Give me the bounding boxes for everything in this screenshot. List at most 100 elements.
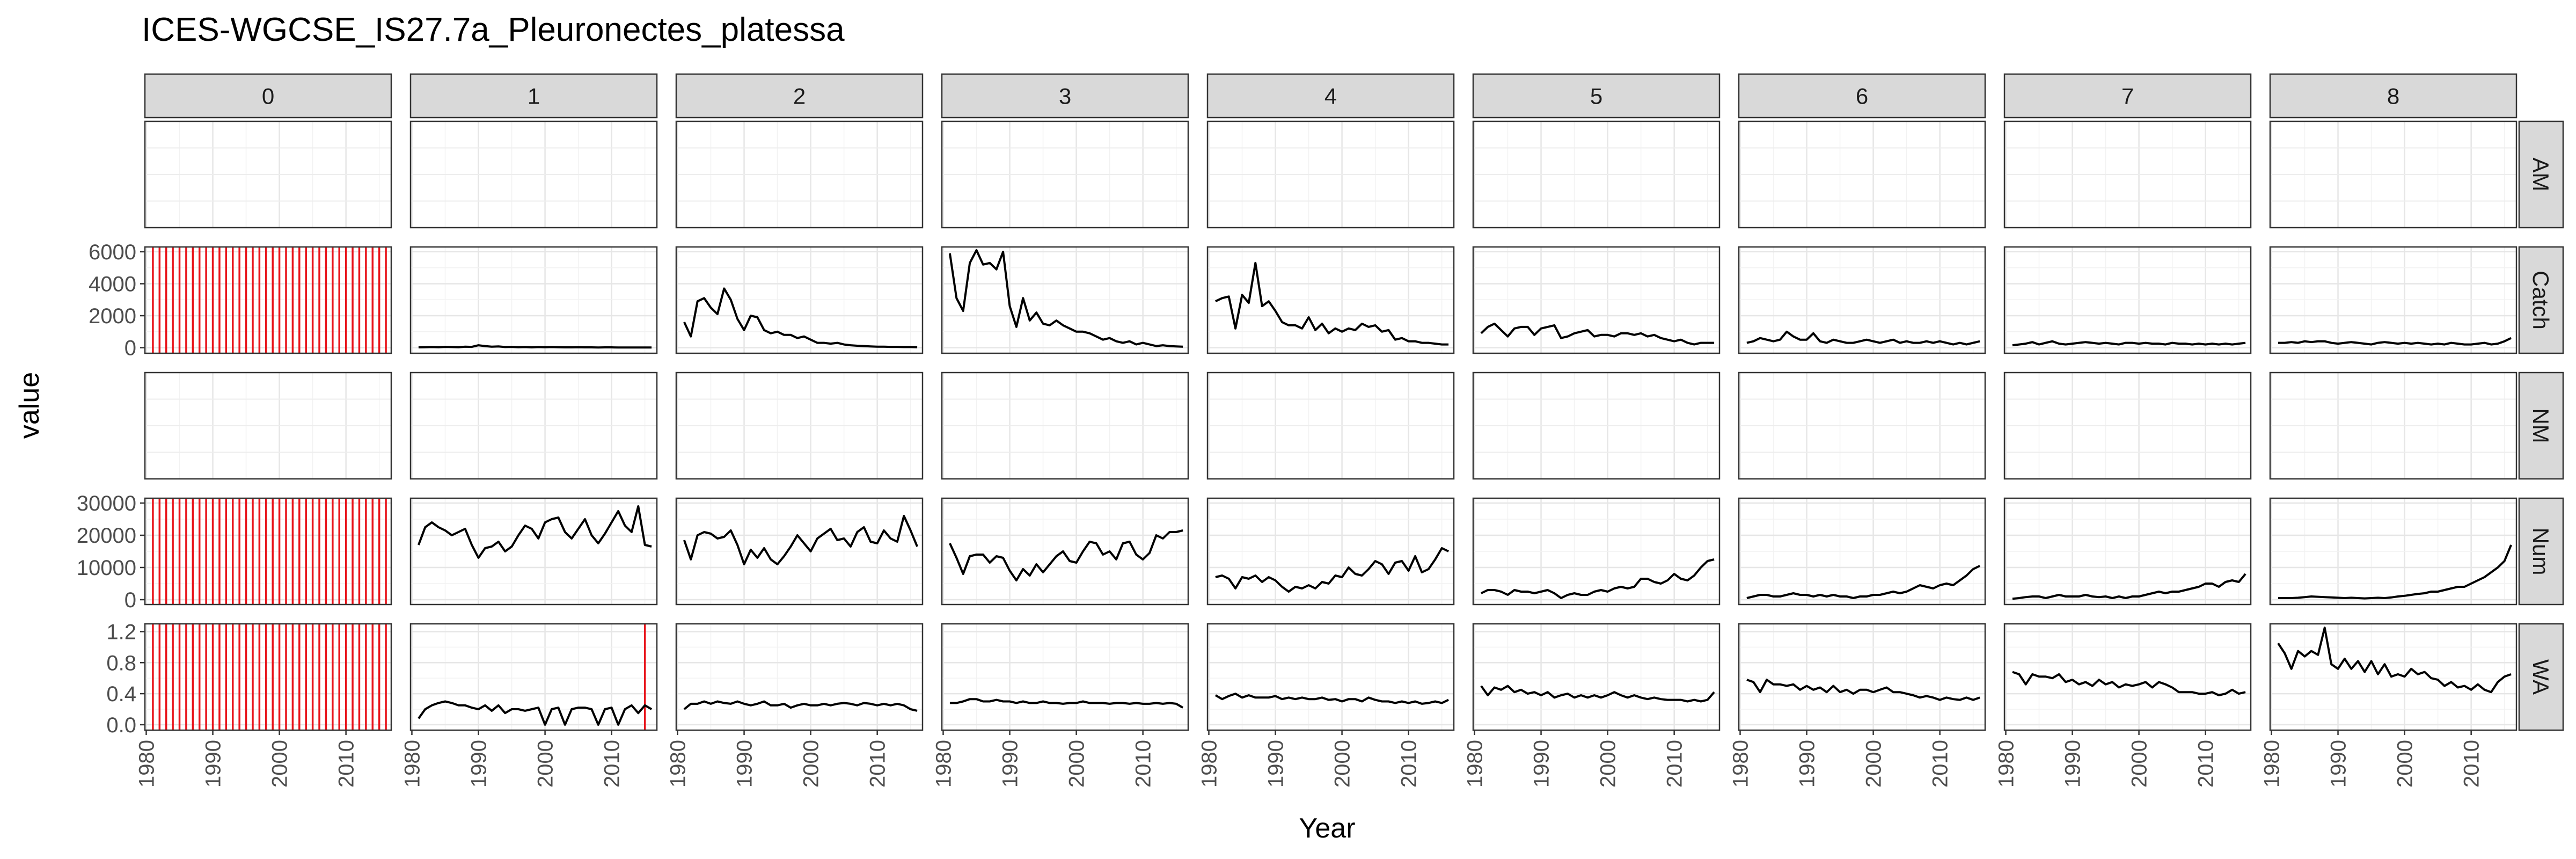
x-tick-label: 1990 — [1530, 740, 1554, 788]
facet-strip-age-5 — [1472, 73, 1721, 119]
facet-strip-label-nm: NM — [2528, 408, 2553, 443]
panel-border — [675, 623, 924, 731]
panel-border — [941, 623, 1189, 731]
facet-strip-age-8 — [2269, 73, 2518, 119]
facet-strip-label-am: AM — [2528, 158, 2553, 192]
x-tick-label: 1980 — [2260, 740, 2284, 788]
x-tick-label: 2010 — [601, 740, 624, 788]
panel-border — [144, 246, 392, 354]
series-line-num-age-1 — [418, 505, 652, 559]
panel-border — [2003, 372, 2252, 480]
facet-strip-age-0 — [144, 73, 392, 119]
series-line-catch-age-8 — [2278, 337, 2512, 346]
panel-num-age-4 — [1206, 497, 1455, 606]
facet-strip-label-age-0: 0 — [262, 84, 274, 109]
panel-border — [1206, 246, 1455, 354]
series-line-catch-age-4 — [1215, 261, 1449, 346]
panel-nm-age-7 — [2003, 372, 2252, 480]
x-tick-label: 1990 — [733, 740, 757, 788]
series-line-catch-age-6 — [1746, 330, 1980, 346]
x-tick-label: 1980 — [1463, 740, 1487, 788]
panel-border — [1738, 623, 1986, 731]
panel-nm-age-3 — [941, 372, 1189, 480]
panel-am-age-0 — [144, 120, 392, 229]
facet-strip-age-3 — [941, 73, 1189, 119]
panel-border — [941, 120, 1189, 229]
y-tick-label: 30000 — [77, 492, 136, 515]
panel-border — [941, 372, 1189, 480]
panel-num-age-2 — [675, 497, 924, 606]
facet-strip-label-age-1: 1 — [528, 84, 540, 109]
panel-border — [941, 246, 1189, 354]
x-tick-label: 2010 — [335, 740, 358, 788]
panel-background — [676, 624, 923, 730]
x-tick-label: 2000 — [1331, 740, 1355, 788]
facet-panels: 0 1 2 3 4 5 6 7 8 AM Catch 0 2000 4000 6000 NM Num 0 10000… — [77, 73, 2564, 788]
x-tick-label: 2010 — [1929, 740, 1952, 788]
facet-strip-label-age-3: 3 — [1059, 84, 1071, 109]
panel-wa-age-4 — [1206, 623, 1455, 731]
x-tick-label: 1990 — [2327, 740, 2351, 788]
chart-title: ICES-WGCSE_IS27.7a_Pleuronectes_platessa — [142, 11, 845, 48]
panel-am-age-5 — [1472, 120, 1721, 229]
series-line-wa-age-1 — [418, 700, 653, 726]
panel-border — [675, 372, 924, 480]
panel-border — [1472, 372, 1721, 480]
y-tick-label: 10000 — [77, 556, 136, 580]
panel-wa-age-6 — [1738, 623, 1986, 731]
series-line-num-age-8 — [2278, 544, 2512, 600]
facet-strip-label-wa: WA — [2528, 659, 2553, 695]
y-tick-label: 0.0 — [106, 714, 136, 737]
x-tick-label: 2010 — [1397, 740, 1421, 788]
panel-border — [1738, 372, 1986, 480]
y-tick-label: 20000 — [77, 524, 136, 548]
panel-border — [2269, 372, 2518, 480]
panel-wa-age-5 — [1472, 623, 1721, 731]
y-tick-label: 0.4 — [106, 682, 136, 706]
y-tick-label: 1.2 — [106, 620, 136, 644]
panel-border — [144, 120, 392, 229]
panel-nm-age-0 — [144, 372, 392, 480]
series-line-catch-age-2 — [683, 287, 918, 348]
y-tick-label: 0 — [125, 588, 136, 612]
facet-strip-label-age-8: 8 — [2387, 84, 2399, 109]
panel-wa-age-1 — [409, 623, 658, 731]
series-line-catch-age-5 — [1480, 322, 1715, 346]
facet-strip-age-6 — [1738, 73, 1986, 119]
panel-am-age-7 — [2003, 120, 2252, 229]
panel-border — [675, 246, 924, 354]
x-tick-label: 2000 — [800, 740, 823, 788]
panel-border — [2269, 246, 2518, 354]
panel-border — [1472, 120, 1721, 229]
panel-border — [1472, 497, 1721, 606]
series-line-wa-age-6 — [1746, 679, 1980, 701]
panel-border — [409, 246, 658, 354]
panel-catch-age-0 — [144, 246, 392, 354]
y-tick-label: 6000 — [89, 241, 136, 264]
panel-am-age-8 — [2269, 120, 2518, 229]
series-line-wa-age-7 — [2012, 671, 2246, 696]
facet-strip-age-4 — [1206, 73, 1455, 119]
panel-am-age-6 — [1738, 120, 1986, 229]
panel-catch-age-7 — [2003, 246, 2252, 354]
panel-num-age-1 — [409, 497, 658, 606]
panel-am-age-3 — [941, 120, 1189, 229]
x-tick-label: 2000 — [268, 740, 292, 788]
panel-background — [145, 624, 391, 730]
facet-strip-nm — [2518, 372, 2564, 480]
series-line-wa-age-5 — [1480, 685, 1715, 703]
panel-border — [2269, 497, 2518, 606]
facet-strip-num — [2518, 497, 2564, 606]
panel-catch-age-2 — [675, 246, 924, 354]
panel-wa-age-2 — [675, 623, 924, 731]
panel-am-age-2 — [675, 120, 924, 229]
panel-nm-age-6 — [1738, 372, 1986, 480]
panel-catch-age-6 — [1738, 246, 1986, 354]
panel-border — [941, 497, 1189, 606]
series-line-num-age-7 — [2012, 573, 2246, 600]
panel-border — [144, 623, 392, 731]
series-line-catch-age-1 — [418, 344, 652, 349]
panel-border — [1472, 623, 1721, 731]
facet-strip-catch — [2518, 246, 2564, 354]
panel-border — [409, 372, 658, 480]
